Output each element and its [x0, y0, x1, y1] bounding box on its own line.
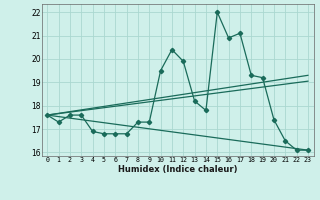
- X-axis label: Humidex (Indice chaleur): Humidex (Indice chaleur): [118, 165, 237, 174]
